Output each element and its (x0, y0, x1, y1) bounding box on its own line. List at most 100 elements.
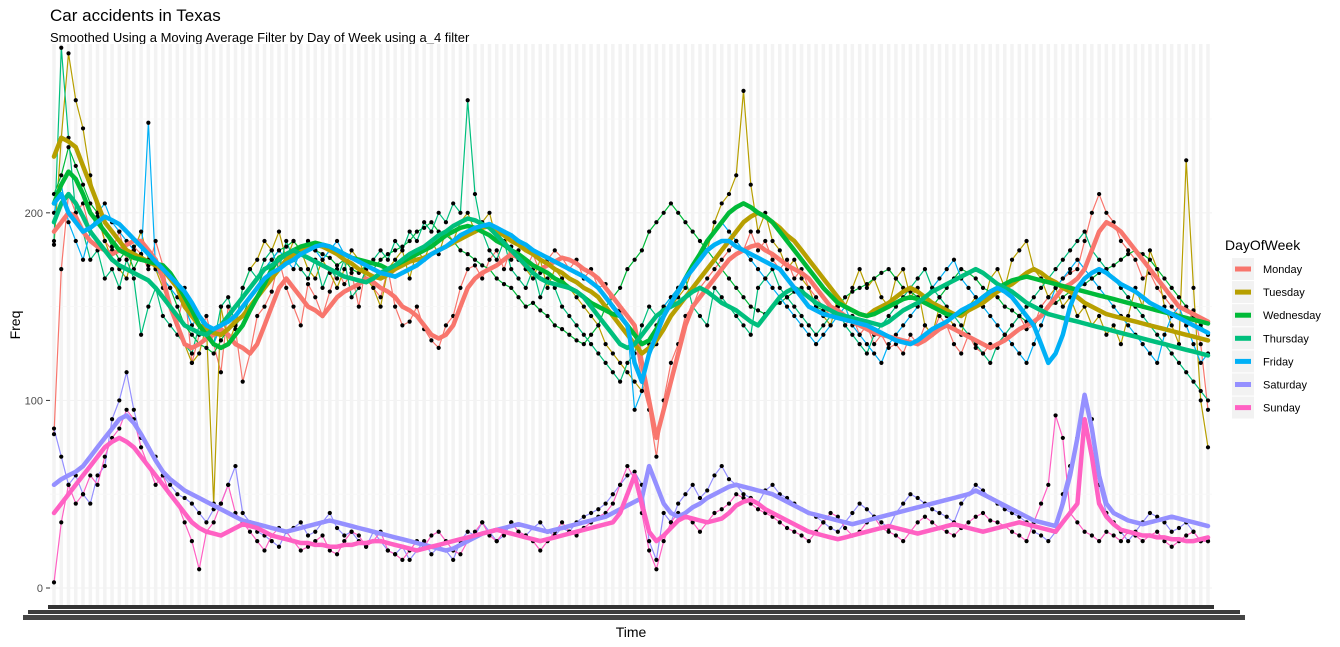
data-point (1126, 539, 1131, 544)
data-point (1126, 248, 1131, 253)
data-point (690, 229, 695, 234)
data-point (1046, 295, 1051, 300)
data-point (407, 557, 412, 562)
data-point (988, 518, 993, 523)
data-point (1104, 529, 1109, 534)
data-point (88, 257, 93, 262)
data-point (705, 323, 710, 328)
data-point (893, 533, 899, 538)
data-point (80, 492, 86, 497)
data-point (1111, 323, 1116, 328)
data-point (66, 482, 71, 487)
data-point (1060, 276, 1065, 281)
data-point (661, 210, 666, 215)
legend-label-friday: Friday (1263, 356, 1294, 368)
data-point (799, 276, 804, 281)
x-tick-labels-overplotted (28, 610, 1240, 614)
data-point (980, 285, 986, 290)
data-point (639, 248, 644, 253)
data-point (1024, 238, 1029, 244)
data-point (211, 520, 216, 525)
data-point (51, 242, 57, 247)
data-point (80, 257, 86, 262)
data-point (625, 463, 630, 469)
data-point (538, 548, 543, 553)
legend-label-thursday: Thursday (1263, 333, 1309, 345)
data-point (451, 201, 456, 206)
data-point (850, 510, 855, 516)
data-point (334, 263, 340, 268)
data-point (915, 520, 920, 525)
data-point (1104, 332, 1109, 337)
data-point (792, 276, 797, 281)
data-point (407, 276, 412, 281)
data-point (610, 492, 615, 497)
data-point (908, 492, 913, 497)
data-point (857, 501, 862, 506)
data-point (951, 533, 957, 538)
data-point (922, 514, 928, 519)
data-point (516, 276, 521, 281)
data-point (1002, 304, 1007, 309)
data-point (334, 525, 340, 531)
data-point (189, 351, 194, 356)
data-point (298, 267, 303, 272)
data-point (574, 295, 579, 300)
data-point (995, 520, 1000, 525)
data-point (400, 248, 405, 253)
data-point (509, 257, 514, 262)
data-point (523, 285, 528, 290)
data-point (748, 304, 753, 309)
data-point (276, 248, 282, 253)
data-point (908, 332, 913, 337)
data-point (1082, 238, 1087, 244)
data-point (1118, 238, 1124, 244)
data-point (690, 482, 695, 487)
data-point (835, 514, 840, 519)
data-point (1169, 304, 1174, 309)
data-point (930, 520, 935, 525)
data-point (182, 495, 187, 501)
smoothed-line-sunday (51, 416, 1211, 553)
data-point (1068, 267, 1073, 272)
data-point (443, 323, 449, 328)
data-point (313, 539, 318, 544)
data-point (552, 285, 557, 290)
data-point (901, 323, 906, 328)
data-point (726, 191, 732, 197)
data-point (509, 285, 514, 290)
data-point (784, 257, 790, 262)
legend-label-sunday: Sunday (1263, 403, 1301, 415)
data-point (1097, 191, 1102, 197)
data-point (88, 501, 93, 506)
data-point (1205, 539, 1211, 544)
data-point (726, 276, 732, 281)
data-point (218, 338, 224, 343)
data-point (647, 548, 652, 553)
data-point (1053, 413, 1058, 418)
data-point (552, 248, 557, 253)
data-point (480, 263, 485, 268)
data-point (530, 300, 536, 305)
data-point (1133, 257, 1138, 262)
data-point (480, 276, 485, 281)
data-point (763, 238, 768, 244)
data-point (342, 539, 347, 544)
data-point (886, 342, 891, 347)
data-point (1140, 539, 1145, 544)
data-point (755, 267, 761, 272)
data-point (168, 285, 173, 290)
data-point (734, 238, 739, 244)
data-point (189, 360, 194, 365)
data-point (995, 267, 1000, 272)
data-point (777, 248, 782, 253)
data-point (327, 255, 332, 260)
data-point (959, 323, 964, 328)
data-point (567, 313, 572, 319)
data-point (864, 351, 869, 356)
data-point (262, 238, 267, 244)
data-point (1075, 520, 1080, 525)
data-point (922, 323, 928, 328)
data-point (872, 351, 877, 356)
data-point (538, 308, 543, 313)
